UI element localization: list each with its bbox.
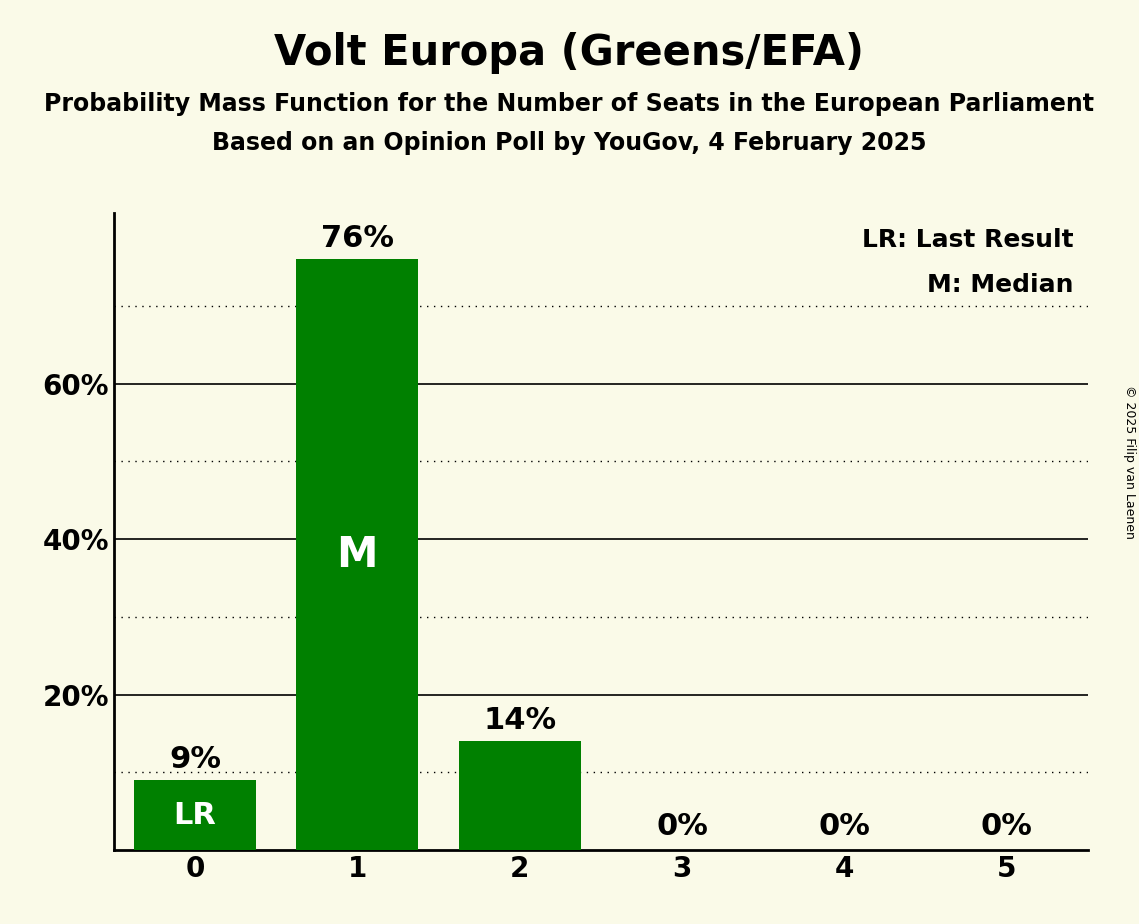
Text: LR: LR bbox=[173, 800, 216, 830]
Bar bbox=[296, 259, 418, 850]
Text: Based on an Opinion Poll by YouGov, 4 February 2025: Based on an Opinion Poll by YouGov, 4 Fe… bbox=[212, 131, 927, 155]
Text: © 2025 Filip van Laenen: © 2025 Filip van Laenen bbox=[1123, 385, 1137, 539]
Text: Volt Europa (Greens/EFA): Volt Europa (Greens/EFA) bbox=[274, 32, 865, 74]
Text: 0%: 0% bbox=[656, 812, 708, 841]
Text: 14%: 14% bbox=[483, 706, 556, 735]
Text: 0%: 0% bbox=[981, 812, 1033, 841]
Bar bbox=[459, 741, 581, 850]
Text: 0%: 0% bbox=[818, 812, 870, 841]
Bar bbox=[134, 780, 256, 850]
Text: LR: Last Result: LR: Last Result bbox=[861, 228, 1073, 252]
Text: Probability Mass Function for the Number of Seats in the European Parliament: Probability Mass Function for the Number… bbox=[44, 92, 1095, 116]
Text: M: M bbox=[337, 534, 378, 576]
Text: M: Median: M: Median bbox=[927, 274, 1073, 298]
Text: 9%: 9% bbox=[169, 745, 221, 774]
Text: 76%: 76% bbox=[321, 224, 394, 253]
